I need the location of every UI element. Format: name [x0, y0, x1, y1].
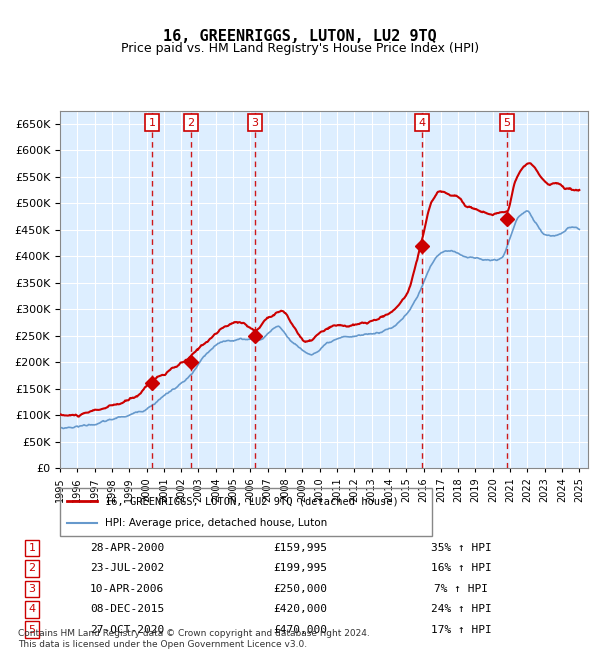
- Text: 2: 2: [187, 118, 194, 127]
- Text: 5: 5: [29, 625, 35, 634]
- Text: 17% ↑ HPI: 17% ↑ HPI: [431, 625, 491, 634]
- Text: 1: 1: [29, 543, 35, 553]
- Text: 35% ↑ HPI: 35% ↑ HPI: [431, 543, 491, 553]
- Text: 10-APR-2006: 10-APR-2006: [90, 584, 164, 594]
- Text: 4: 4: [419, 118, 426, 127]
- Text: 08-DEC-2015: 08-DEC-2015: [90, 604, 164, 614]
- Text: £199,995: £199,995: [273, 564, 327, 573]
- Text: 3: 3: [29, 584, 35, 594]
- Text: 28-APR-2000: 28-APR-2000: [90, 543, 164, 553]
- Text: 24% ↑ HPI: 24% ↑ HPI: [431, 604, 491, 614]
- Text: 27-OCT-2020: 27-OCT-2020: [90, 625, 164, 634]
- Text: 16% ↑ HPI: 16% ↑ HPI: [431, 564, 491, 573]
- Text: 23-JUL-2002: 23-JUL-2002: [90, 564, 164, 573]
- Text: Contains HM Land Registry data © Crown copyright and database right 2024.
This d: Contains HM Land Registry data © Crown c…: [18, 629, 370, 649]
- Text: 16, GREENRIGGS, LUTON, LU2 9TQ: 16, GREENRIGGS, LUTON, LU2 9TQ: [163, 29, 437, 44]
- Text: 5: 5: [503, 118, 511, 127]
- Text: 7% ↑ HPI: 7% ↑ HPI: [434, 584, 488, 594]
- Text: 4: 4: [29, 604, 36, 614]
- Text: £420,000: £420,000: [273, 604, 327, 614]
- Text: 2: 2: [29, 564, 36, 573]
- Text: Price paid vs. HM Land Registry's House Price Index (HPI): Price paid vs. HM Land Registry's House …: [121, 42, 479, 55]
- Text: £250,000: £250,000: [273, 584, 327, 594]
- Text: 3: 3: [251, 118, 259, 127]
- Text: £470,000: £470,000: [273, 625, 327, 634]
- Text: 1: 1: [149, 118, 155, 127]
- Text: HPI: Average price, detached house, Luton: HPI: Average price, detached house, Luto…: [104, 517, 327, 528]
- Text: £159,995: £159,995: [273, 543, 327, 553]
- Text: 16, GREENRIGGS, LUTON, LU2 9TQ (detached house): 16, GREENRIGGS, LUTON, LU2 9TQ (detached…: [104, 496, 398, 506]
